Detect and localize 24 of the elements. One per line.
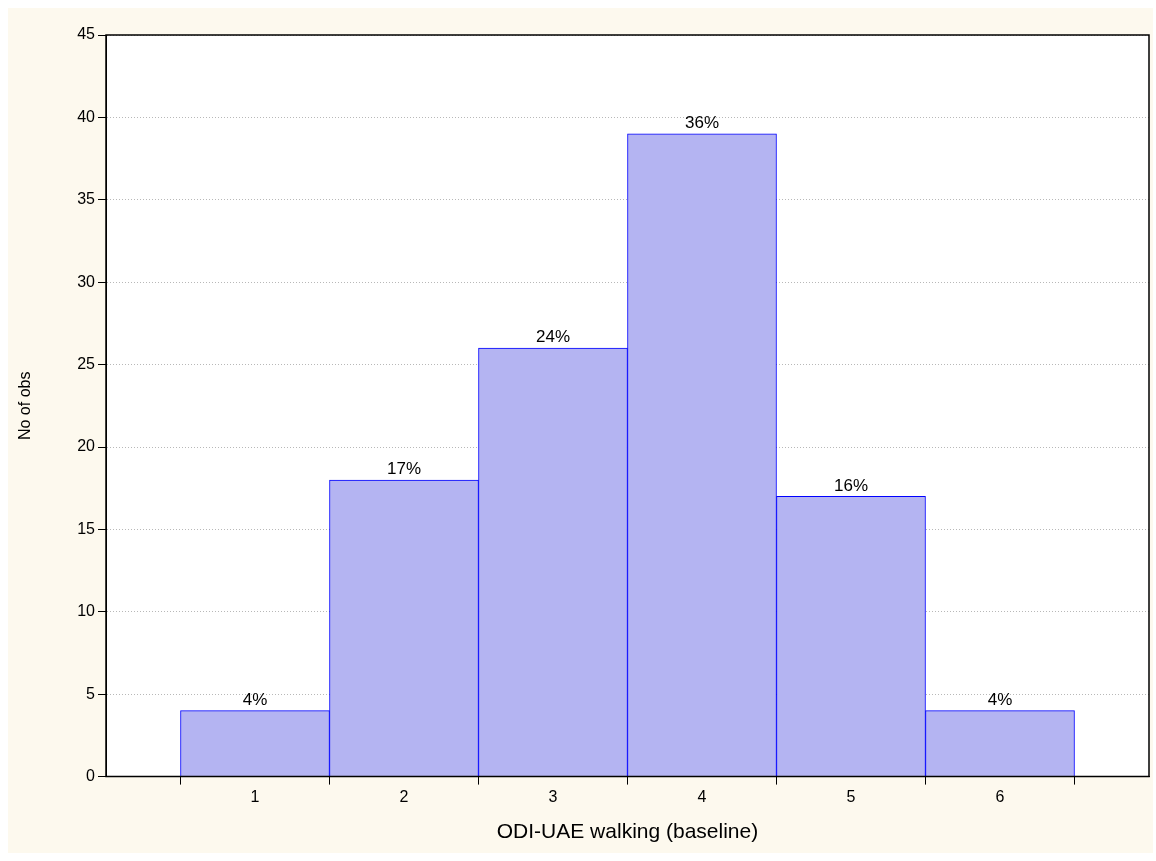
y-tick-label: 10 [77,602,96,620]
y-tick-label: 45 [77,25,96,43]
y-axis-title: No of obs [16,371,34,441]
annotation: 4% [242,689,268,709]
x-tick-label: 1 [250,787,260,805]
y-tick-label: 30 [77,272,96,290]
y-tick-label: 35 [77,190,96,208]
x-tick-label: 3 [548,787,558,805]
x-tick-label: 6 [995,787,1005,805]
x-tick-label: 2 [399,787,409,805]
y-tick-label: 5 [86,684,96,702]
y-tick-label: 25 [77,355,96,373]
annotation: 16% [833,475,869,495]
x-axis-title: ODI-UAE walking (baseline) [496,819,759,843]
y-tick-label: 15 [77,519,96,537]
y-tick-label: 20 [77,437,96,455]
annotation: 17% [386,459,422,479]
annotation: 36% [684,113,720,133]
annotation: 24% [535,327,571,347]
y-tick-label: 0 [86,767,96,785]
annotation: 4% [987,689,1013,709]
x-tick-label: 5 [846,787,856,805]
x-tick-label: 4 [697,787,707,805]
y-tick-label: 40 [77,107,96,125]
